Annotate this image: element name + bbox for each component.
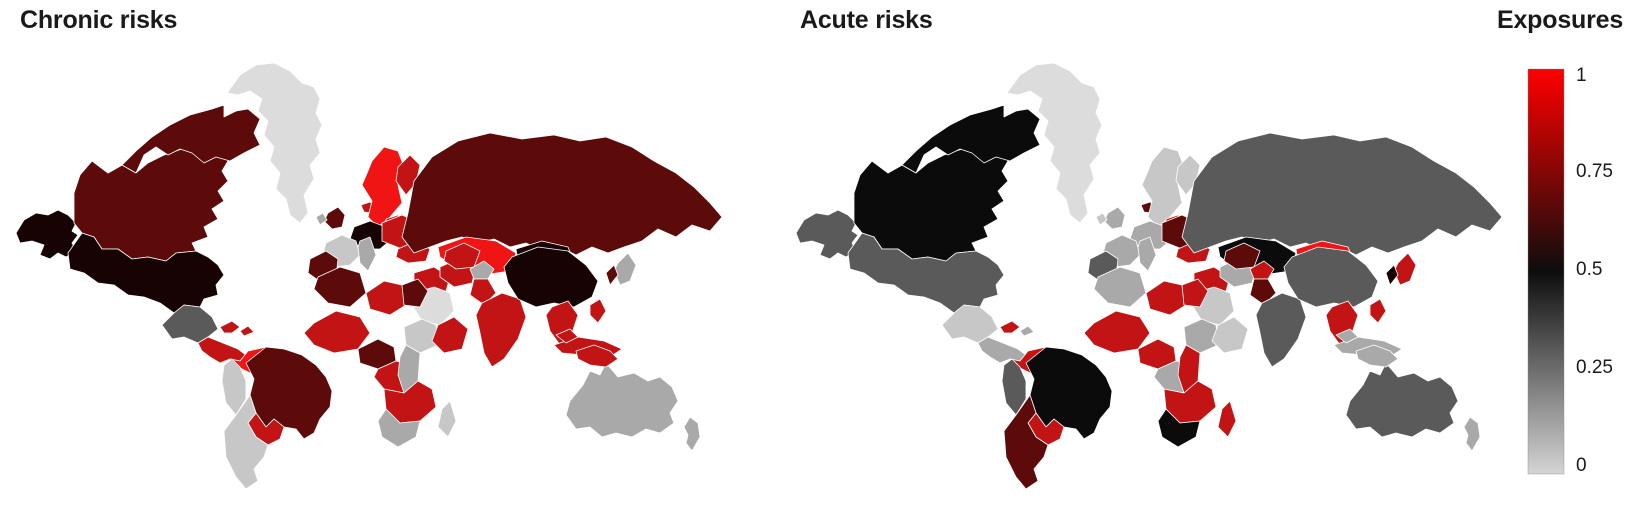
svg-text:0.5: 0.5	[1576, 259, 1602, 280]
svg-text:0.25: 0.25	[1576, 357, 1613, 378]
svg-text:1: 1	[1576, 65, 1587, 86]
svg-text:0.75: 0.75	[1576, 161, 1613, 182]
svg-text:0: 0	[1576, 455, 1587, 476]
